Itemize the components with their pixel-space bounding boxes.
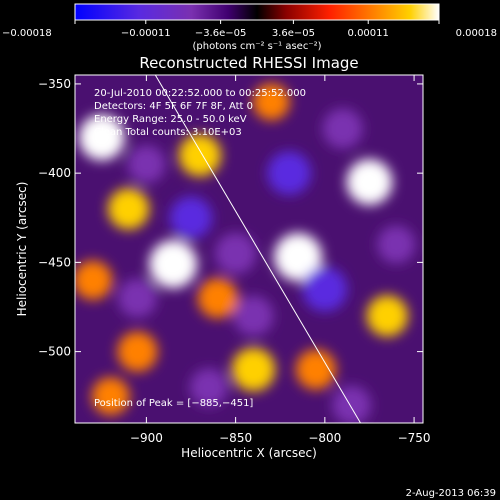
colorbar-tick-label: −3.6e−05 — [195, 28, 247, 39]
peak-position-label: Position of Peak = [−885,−451] — [94, 398, 253, 409]
chart-title: Reconstructed RHESSI Image — [139, 54, 358, 72]
colorbar-tick-label: 0.00018 — [456, 28, 497, 39]
y-tick-label: −500 — [38, 345, 71, 359]
intensity-blob — [169, 196, 213, 239]
annotation-time: 20-Jul-2010 00:22:52.000 to 00:25:52.000 — [94, 88, 306, 99]
colorbar-tick-label: 0.00011 — [348, 28, 389, 39]
annotation-block: 20-Jul-2010 00:22:52.000 to 00:25:52.000… — [94, 88, 306, 138]
plot-area — [75, 75, 423, 423]
intensity-blob — [377, 225, 416, 264]
intensity-blob — [322, 108, 363, 149]
footer-date: 2-Aug-2013 06:39 — [406, 488, 496, 499]
intensity-blob — [233, 295, 274, 337]
x-tick-label: −850 — [219, 431, 252, 445]
colorbar — [74, 3, 440, 21]
y-axis-ticks: −350 −400 −450 −500 — [38, 77, 423, 359]
y-tick-label: −400 — [38, 166, 71, 180]
colorbar-ticks: −0.00018 −0.00011 −3.6e−05 3.6e−05 0.00011 0.… — [2, 20, 497, 39]
plot-frame — [74, 74, 424, 424]
intensity-blob — [107, 188, 150, 230]
intensity-blob — [267, 151, 311, 195]
intensity-blob — [117, 278, 158, 318]
limb-line — [154, 75, 361, 423]
intensity-blob — [231, 347, 276, 392]
x-axis-ticks: −900 −850 −800 −750 — [130, 75, 431, 445]
intensity-blob — [75, 260, 113, 300]
colorbar-tick-label: −0.00011 — [121, 28, 171, 39]
intensity-blob — [346, 159, 393, 205]
intensity-blob — [149, 240, 198, 289]
intensity-blob — [78, 114, 125, 161]
x-tick-label: −750 — [398, 431, 431, 445]
intensity-blob — [366, 295, 408, 337]
intensity-blob — [302, 266, 348, 312]
intensity-blob — [252, 83, 290, 121]
x-axis-label: Heliocentric X (arcsec) — [181, 446, 317, 460]
heatmap-layer — [75, 83, 416, 423]
intensity-blob — [295, 349, 337, 390]
intensity-blob — [91, 377, 130, 416]
x-tick-label: −800 — [308, 431, 341, 445]
colorbar-tick-label: 3.6e−05 — [272, 28, 315, 39]
intensity-blob — [127, 145, 166, 184]
intensity-blob — [189, 368, 228, 407]
annotation-counts: Clean Total counts: 3.10E+03 — [94, 127, 242, 138]
intensity-blob — [197, 277, 238, 319]
intensity-blob — [332, 385, 372, 423]
annotation-detectors: Detectors: 4F 5F 6F 7F 8F, Att 0 — [94, 101, 253, 112]
intensity-blob — [214, 232, 257, 275]
y-axis-label: Heliocentric Y (arcsec) — [15, 182, 29, 317]
intensity-blob — [117, 331, 158, 372]
x-tick-label: −900 — [130, 431, 163, 445]
annotation-energy: Energy Range: 25.0 - 50.0 keV — [94, 114, 247, 125]
y-tick-label: −450 — [38, 255, 71, 269]
colorbar-tick-label: −0.00018 — [2, 28, 52, 39]
intensity-blob — [178, 134, 222, 177]
colorbar-units: (photons cm⁻² s⁻¹ asec⁻²) — [192, 41, 321, 52]
intensity-blob — [274, 233, 323, 282]
y-tick-label: −350 — [38, 77, 71, 91]
